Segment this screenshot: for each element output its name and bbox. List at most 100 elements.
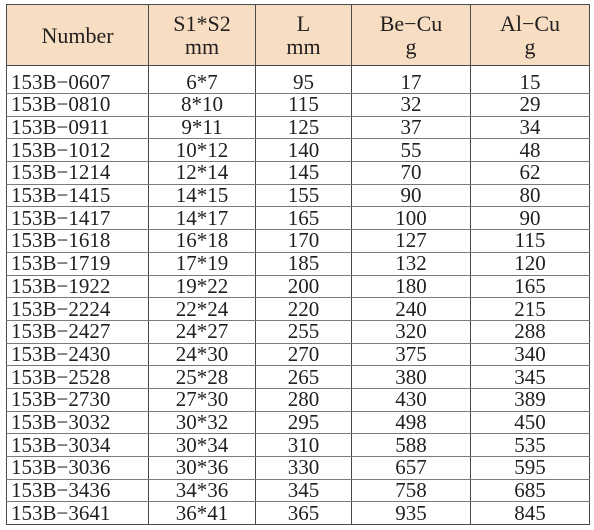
table-row: 153B−3436 34*36 345 758 685 [6,478,590,503]
cell-size: 12*14 [148,161,256,185]
cell-be-cu: 380 [351,365,471,389]
header-al-cu-label: Al−Cu [499,11,561,36]
cell-number: 153B−2224 [6,297,149,321]
table-row: 153B−0810 8*10 115 32 29 [6,93,590,117]
cell-length: 185 [255,251,352,276]
table-row: 153B−1719 17*19 185 132 120 [6,251,590,276]
cell-number: 153B−0911 [6,115,149,140]
cell-size: 14*17 [148,206,256,231]
cell-size: 22*24 [148,297,256,321]
cell-size: 10*12 [148,138,256,163]
cell-length: 170 [255,229,352,253]
cell-be-cu: 588 [351,433,471,457]
cell-al-cu: 288 [470,319,590,344]
cell-size: 19*22 [148,274,256,299]
table-row: 153B−2528 25*28 265 380 345 [6,365,590,389]
cell-al-cu: 34 [470,115,590,140]
cell-size: 30*36 [148,456,256,480]
table-row: 153B−3032 30*32 295 498 450 [6,410,590,435]
cell-length: 220 [255,297,352,321]
cell-length: 200 [255,274,352,299]
cell-al-cu: 90 [470,206,590,231]
cell-length: 145 [255,161,352,185]
cell-be-cu: 17 [351,65,471,94]
table-row: 153B−3036 30*36 330 657 595 [6,456,590,480]
cell-al-cu: 29 [470,93,590,117]
cell-be-cu: 935 [351,501,471,526]
cell-be-cu: 70 [351,161,471,185]
cell-size: 34*36 [148,478,256,503]
cell-length: 295 [255,410,352,435]
header-length-label: L [296,11,311,36]
table-row: 153B−2224 22*24 220 240 215 [6,297,590,321]
cell-size: 24*30 [148,342,256,367]
cell-number: 153B−3034 [6,433,149,457]
cell-number: 153B−2528 [6,365,149,389]
specification-table: Number S1*S2 mm L mm Be−Cu g Al−Cu g [6,4,590,526]
header-row: Number S1*S2 mm L mm Be−Cu g Al−Cu g [6,4,590,66]
header-al-cu-unit: g [524,34,536,59]
table-row: 153B−0911 9*11 125 37 34 [6,115,590,140]
table-body: 153B−0607 6*7 95 17 15 153B−0810 8*10 115 32 29 15… [6,65,590,526]
table-row: 153B−3641 36*41 365 935 845 [6,501,590,526]
cell-al-cu: 48 [470,138,590,163]
table-row: 153B−1417 14*17 165 100 90 [6,206,590,231]
cell-size: 36*41 [148,501,256,526]
cell-be-cu: 32 [351,93,471,117]
cell-be-cu: 320 [351,319,471,344]
cell-al-cu: 340 [470,342,590,367]
cell-length: 255 [255,319,352,344]
header-number-label: Number [41,22,114,48]
cell-size: 27*30 [148,387,256,412]
header-size: S1*S2 mm [148,4,256,66]
cell-al-cu: 535 [470,433,590,457]
cell-number: 153B−3436 [6,478,149,503]
cell-length: 165 [255,206,352,231]
cell-number: 153B−0607 [6,65,149,94]
cell-be-cu: 55 [351,138,471,163]
cell-al-cu: 215 [470,297,590,321]
cell-be-cu: 90 [351,183,471,208]
cell-number: 153B−1417 [6,206,149,231]
cell-al-cu: 845 [470,501,590,526]
cell-number: 153B−3032 [6,410,149,435]
cell-al-cu: 62 [470,161,590,185]
cell-be-cu: 240 [351,297,471,321]
cell-size: 6*7 [148,65,256,94]
cell-size: 14*15 [148,183,256,208]
cell-al-cu: 120 [470,251,590,276]
cell-size: 30*32 [148,410,256,435]
cell-number: 153B−3641 [6,501,149,526]
cell-number: 153B−1012 [6,138,149,163]
table-row: 153B−1922 19*22 200 180 165 [6,274,590,299]
cell-size: 9*11 [148,115,256,140]
cell-al-cu: 389 [470,387,590,412]
cell-size: 24*27 [148,319,256,344]
cell-number: 153B−3036 [6,456,149,480]
table-row: 153B−1214 12*14 145 70 62 [6,161,590,185]
cell-be-cu: 100 [351,206,471,231]
table-row: 153B−2430 24*30 270 375 340 [6,342,590,367]
cell-al-cu: 165 [470,274,590,299]
cell-length: 265 [255,365,352,389]
cell-al-cu: 685 [470,478,590,503]
table-row: 153B−2427 24*27 255 320 288 [6,319,590,344]
cell-al-cu: 15 [470,65,590,94]
table-row: 153B−3034 30*34 310 588 535 [6,433,590,457]
table-row: 153B−1012 10*12 140 55 48 [6,138,590,163]
cell-be-cu: 657 [351,456,471,480]
header-size-unit: mm [184,34,220,59]
cell-number: 153B−1214 [6,161,149,185]
cell-length: 115 [255,93,352,117]
cell-al-cu: 115 [470,229,590,253]
table-row: 153B−1618 16*18 170 127 115 [6,229,590,253]
cell-length: 365 [255,501,352,526]
cell-length: 345 [255,478,352,503]
cell-be-cu: 430 [351,387,471,412]
cell-number: 153B−2427 [6,319,149,344]
header-length: L mm [255,4,352,66]
header-be-cu: Be−Cu g [351,4,471,66]
cell-size: 16*18 [148,229,256,253]
cell-length: 280 [255,387,352,412]
